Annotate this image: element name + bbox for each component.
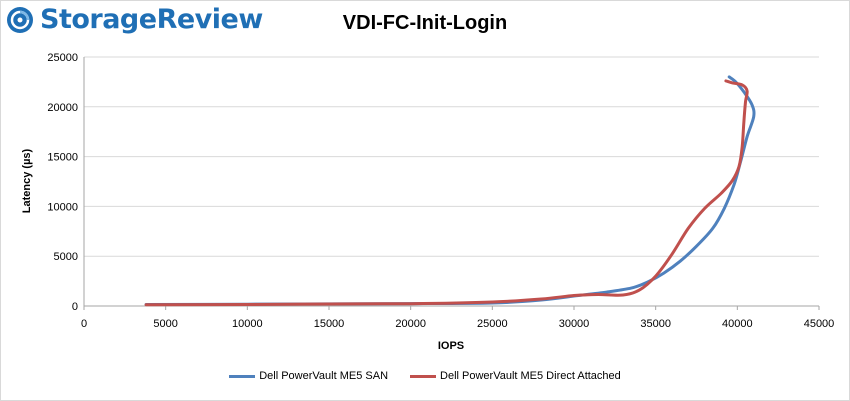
x-axis-title: IOPS	[438, 340, 464, 352]
x-tick-label-45000: 45000	[804, 318, 835, 330]
chart-title: VDI-FC-Init-Login	[342, 12, 508, 34]
x-tick-label-40000: 40000	[722, 318, 753, 330]
series-lines	[144, 75, 756, 307]
x-tick-label-0: 0	[81, 318, 87, 330]
x-tick-label-35000: 35000	[640, 318, 671, 330]
x-tick-label-10000: 10000	[232, 318, 263, 330]
series-line-san	[144, 75, 756, 306]
storagereview-logo: StorageReview	[6, 4, 263, 35]
y-tick-label-5000: 5000	[54, 251, 78, 263]
x-tick-label-25000: 25000	[477, 318, 508, 330]
y-tick-label-10000: 10000	[47, 201, 78, 213]
y-tick-label-15000: 15000	[47, 152, 78, 164]
axes	[83, 57, 820, 310]
legend-swatch-san	[229, 374, 256, 378]
x-tick-label-15000: 15000	[314, 318, 345, 330]
y-tick-label-0: 0	[72, 301, 78, 313]
legend-item-san: Dell PowerVault ME5 SAN	[229, 370, 388, 382]
x-tick-label-5000: 5000	[153, 318, 177, 330]
legend-label-direct-attached: Dell PowerVault ME5 Direct Attached	[440, 370, 621, 382]
legend: Dell PowerVault ME5 SAN Dell PowerVault …	[0, 370, 850, 382]
grid-lines	[84, 56, 819, 257]
y-tick-label-20000: 20000	[47, 102, 78, 114]
y-tick-labels: 0 5000 10000 15000 20000 25000	[47, 52, 78, 313]
x-tick-label-20000: 20000	[395, 318, 426, 330]
legend-item-direct-attached: Dell PowerVault ME5 Direct Attached	[410, 370, 621, 382]
logo-text: StorageReview	[40, 4, 263, 35]
legend-label-san: Dell PowerVault ME5 SAN	[259, 370, 389, 382]
series-line-direct-attached	[144, 79, 749, 307]
storagereview-logo-icon	[7, 6, 33, 33]
y-axis-title: Latency (µs)	[21, 148, 33, 213]
legend-swatch-direct-attached	[410, 374, 437, 378]
y-tick-label-25000: 25000	[47, 52, 78, 64]
x-tick-label-30000: 30000	[559, 318, 590, 330]
x-tick-labels: 0 5000 10000 15000 20000 25000 30000 35000 40000…	[81, 318, 834, 330]
